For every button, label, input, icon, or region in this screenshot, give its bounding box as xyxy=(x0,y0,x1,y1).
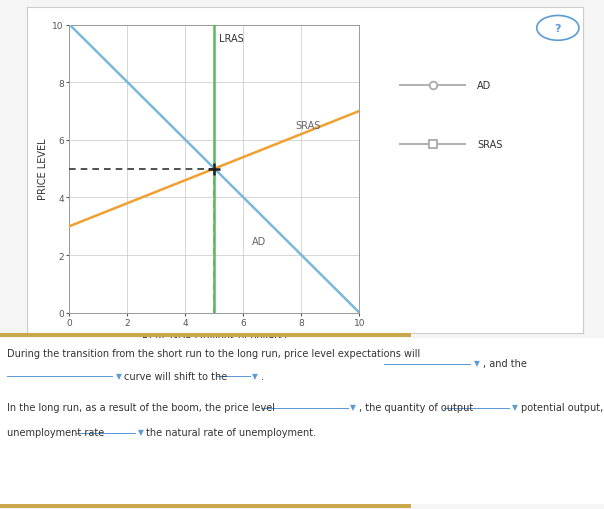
Text: .: . xyxy=(261,371,264,381)
Text: , the quantity of output: , the quantity of output xyxy=(359,402,474,412)
Y-axis label: PRICE LEVEL: PRICE LEVEL xyxy=(38,138,48,200)
Text: ▼: ▼ xyxy=(350,402,356,411)
Text: unemployment rate: unemployment rate xyxy=(7,428,104,438)
Text: SRAS: SRAS xyxy=(295,121,321,131)
Text: curve will shift to the: curve will shift to the xyxy=(124,371,228,381)
Text: During the transition from the short run to the long run, price level expectatio: During the transition from the short run… xyxy=(7,349,420,359)
Circle shape xyxy=(537,16,579,41)
Text: the natural rate of unemployment.: the natural rate of unemployment. xyxy=(146,428,316,438)
Text: LRAS: LRAS xyxy=(219,34,243,44)
Text: potential output, and the: potential output, and the xyxy=(521,402,604,412)
Text: ?: ? xyxy=(554,24,561,34)
Text: In the long run, as a result of the boom, the price level: In the long run, as a result of the boom… xyxy=(7,402,275,412)
Text: SRAS: SRAS xyxy=(477,139,503,150)
Text: ▼: ▼ xyxy=(512,402,518,411)
Text: ▼: ▼ xyxy=(252,371,259,380)
X-axis label: REAL GDP (Trillions of dollars): REAL GDP (Trillions of dollars) xyxy=(142,332,287,342)
Text: , and the: , and the xyxy=(483,358,527,369)
Text: AD: AD xyxy=(477,81,492,91)
Text: ▼: ▼ xyxy=(474,358,480,367)
Text: ▼: ▼ xyxy=(116,371,122,380)
Text: AD: AD xyxy=(252,236,266,246)
Text: ▼: ▼ xyxy=(138,428,144,437)
